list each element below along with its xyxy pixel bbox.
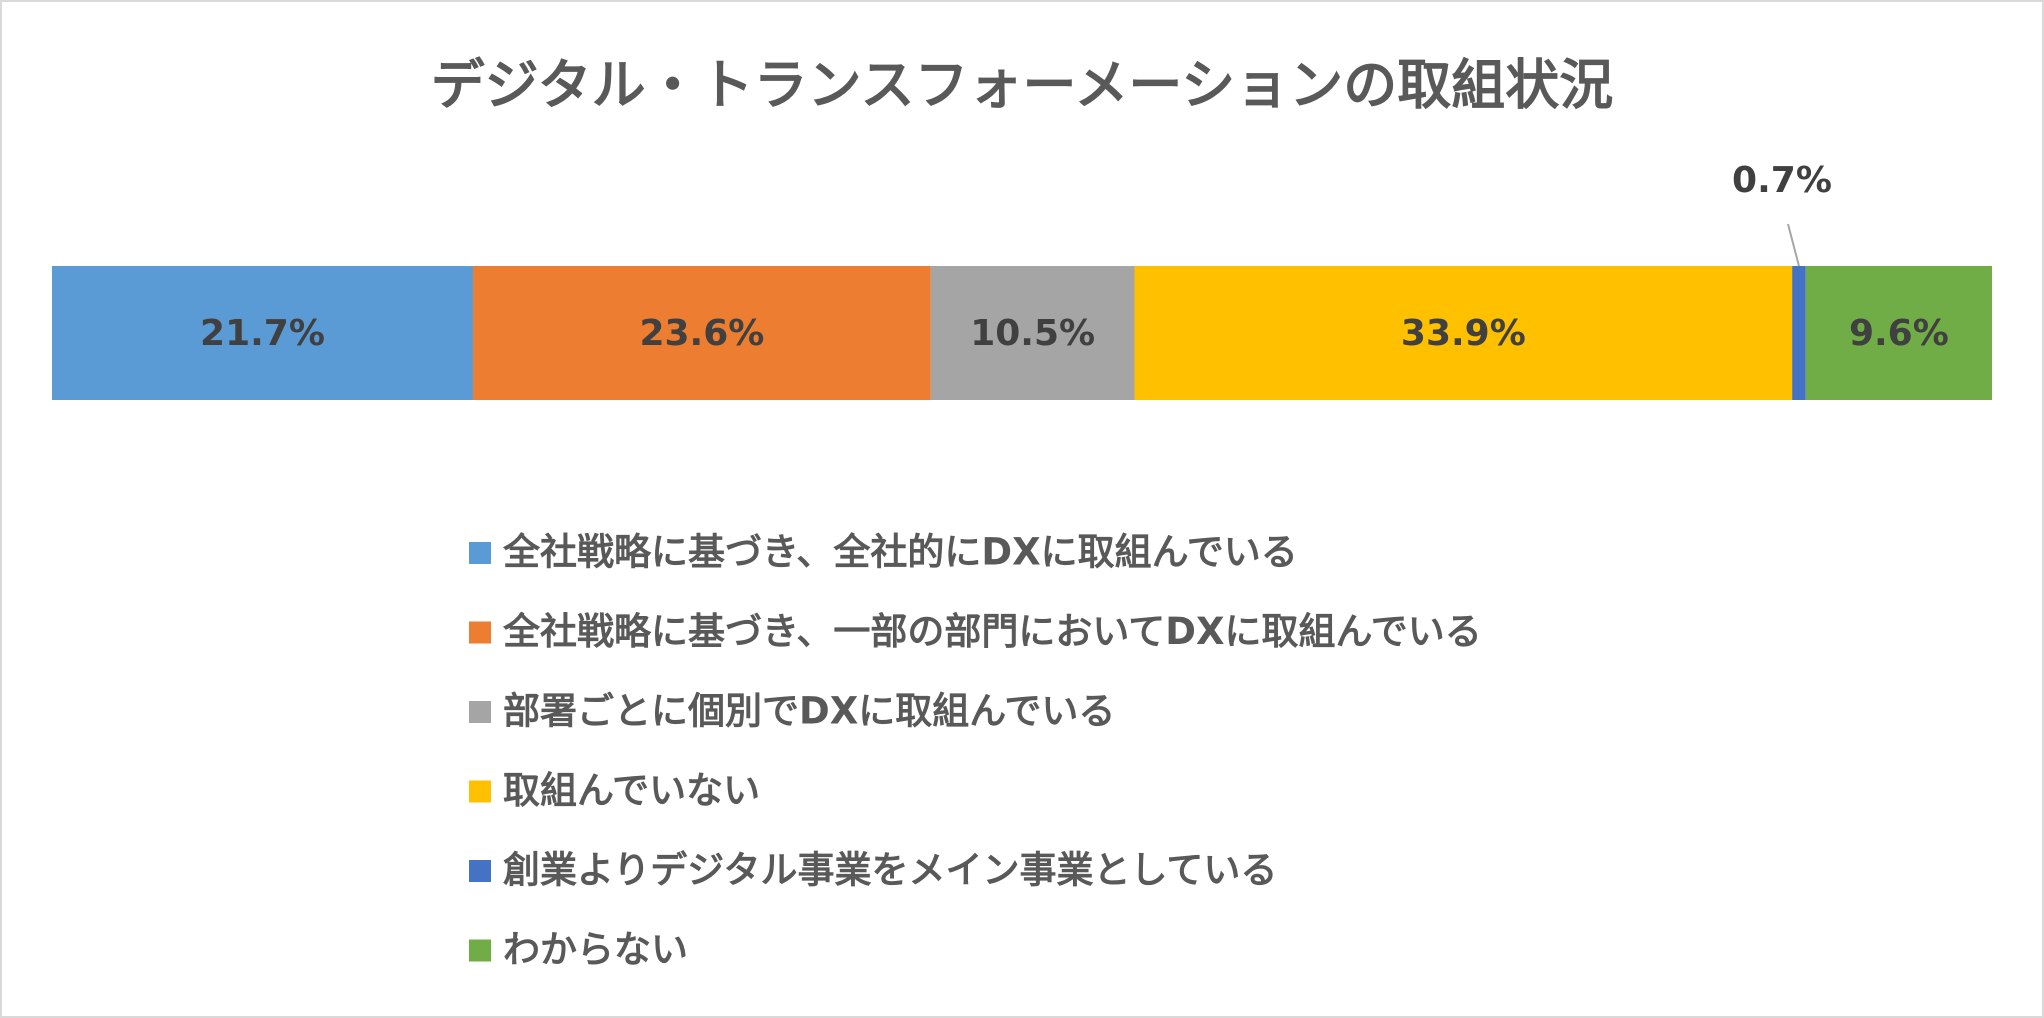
bar-segment [1134, 266, 1793, 400]
bar-segment [1792, 266, 1806, 400]
value-label: 33.9% [1401, 313, 1526, 354]
bar-segment [52, 266, 473, 400]
legend-swatch [469, 542, 491, 564]
value-label: 23.6% [639, 313, 764, 354]
legend-label: 取組んでいない [503, 769, 760, 812]
legend-label: わからない [503, 928, 688, 971]
value-label: 9.6% [1849, 313, 1949, 354]
leader-line [1787, 223, 1800, 267]
legend-swatch [469, 860, 491, 882]
legend-swatch [469, 939, 491, 962]
value-label: 10.5% [970, 313, 1095, 354]
value-label: 21.7% [200, 313, 325, 354]
legend-label: 全社戦略に基づき、全社的にDXに取組んでいる [502, 531, 1298, 574]
bar-segment [930, 266, 1135, 400]
value-label: 0.7% [1732, 160, 1832, 201]
bar-segment [1805, 266, 1992, 400]
legend-label: 全社戦略に基づき、一部の部門においてDXに取組んでいる [502, 610, 1482, 653]
legend-swatch [469, 780, 491, 803]
legend-label: 創業よりデジタル事業をメイン事業としている [503, 849, 1277, 892]
legend-swatch [469, 701, 491, 723]
legend-swatch [469, 621, 491, 644]
bar-segment [472, 266, 931, 400]
chart-title: デジタル・トランスフォーメーションの取組状況 [431, 54, 1614, 117]
legend-label: 部署ごとに個別でDXに取組んでいる [503, 690, 1115, 733]
